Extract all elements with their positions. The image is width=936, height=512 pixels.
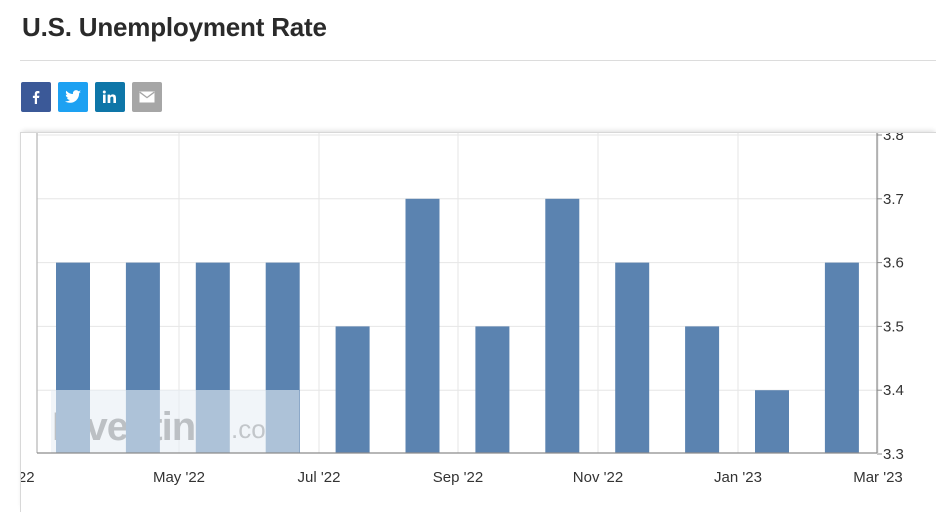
x-tick-label: Jul '22 [298, 469, 341, 486]
y-tick-label: 3.8 [883, 133, 904, 144]
facebook-share-button[interactable] [21, 82, 51, 112]
x-tick-label: Nov '22 [573, 469, 623, 486]
bar-chart: Investing .com 3.33.43.53.63.73.8 '22May… [21, 133, 904, 486]
y-tick-label: 3.7 [883, 191, 904, 208]
bar[interactable] [475, 326, 510, 453]
page-title: U.S. Unemployment Rate [22, 12, 327, 42]
bar[interactable] [685, 326, 720, 453]
y-tick-label: 3.5 [883, 318, 904, 335]
twitter-icon [65, 90, 81, 103]
axes [36, 133, 882, 455]
bars [56, 198, 859, 453]
x-tick-label: '22 [21, 469, 35, 486]
linkedin-icon [102, 90, 116, 103]
y-tick-label: 3.6 [883, 255, 904, 272]
email-icon [139, 91, 155, 103]
bar[interactable] [824, 262, 859, 453]
share-bar [21, 82, 162, 112]
x-tick-label: May '22 [153, 469, 205, 486]
bar[interactable] [125, 262, 160, 453]
y-tick-label: 3.4 [883, 382, 904, 399]
y-tick-label: 3.3 [883, 446, 904, 463]
bar[interactable] [195, 262, 230, 453]
watermark-backdrop [51, 390, 299, 453]
bar[interactable] [265, 262, 300, 453]
linkedin-share-button[interactable] [95, 82, 125, 112]
watermark-tint [51, 390, 299, 453]
bar[interactable] [56, 262, 90, 453]
x-tick-label: Sep '22 [433, 469, 483, 486]
x-tick-label: Mar '23 [853, 469, 903, 486]
bar[interactable] [545, 198, 580, 453]
bar[interactable] [615, 262, 650, 453]
email-share-button[interactable] [132, 82, 162, 112]
watermark-overlay [51, 390, 299, 453]
y-tick-labels: 3.3 3.4 3.5 3.6 3.7 3.8 [883, 133, 904, 463]
grid-lines [37, 133, 879, 453]
x-tick-labels: '22 May '22 Jul '22 Sep '22 Nov '22 Jan '23 Ma… [21, 469, 903, 486]
bar[interactable] [335, 326, 370, 453]
chart-container: Investing .com 3.33.43.53.63.73.8 '22May… [20, 132, 936, 512]
twitter-share-button[interactable] [58, 82, 88, 112]
facebook-icon [32, 91, 40, 104]
bar[interactable] [405, 198, 440, 453]
bar[interactable] [755, 390, 789, 453]
x-tick-label: Jan '23 [714, 469, 762, 486]
title-divider [20, 60, 936, 61]
